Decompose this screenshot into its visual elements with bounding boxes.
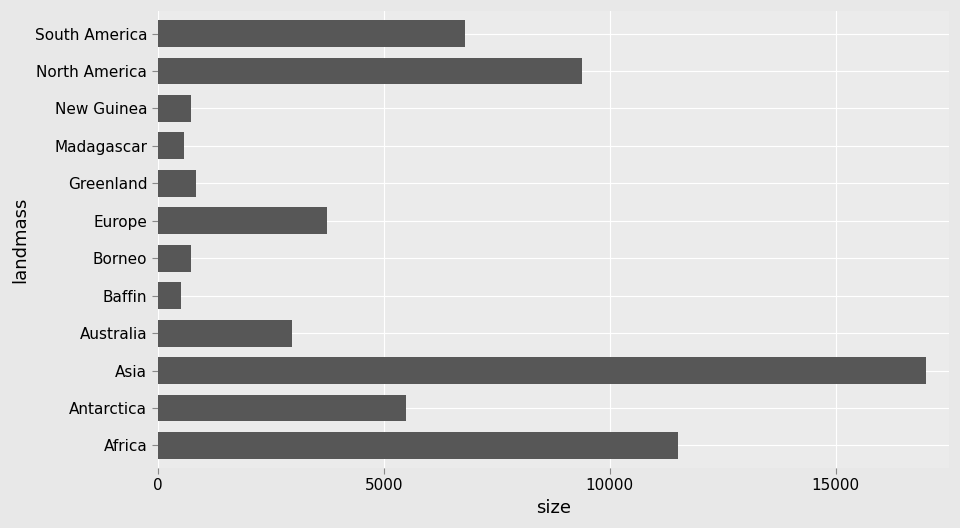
Bar <box>157 133 184 159</box>
X-axis label: size: size <box>536 499 571 517</box>
Bar <box>157 319 292 346</box>
Y-axis label: landmass: landmass <box>12 196 29 282</box>
Bar <box>157 20 465 47</box>
Bar <box>157 95 191 122</box>
Bar <box>157 357 926 384</box>
Bar <box>157 58 582 84</box>
Bar <box>157 170 196 197</box>
Bar <box>157 245 191 272</box>
Bar <box>157 394 406 421</box>
Bar <box>157 282 180 309</box>
Bar <box>157 432 678 459</box>
Bar <box>157 208 327 234</box>
